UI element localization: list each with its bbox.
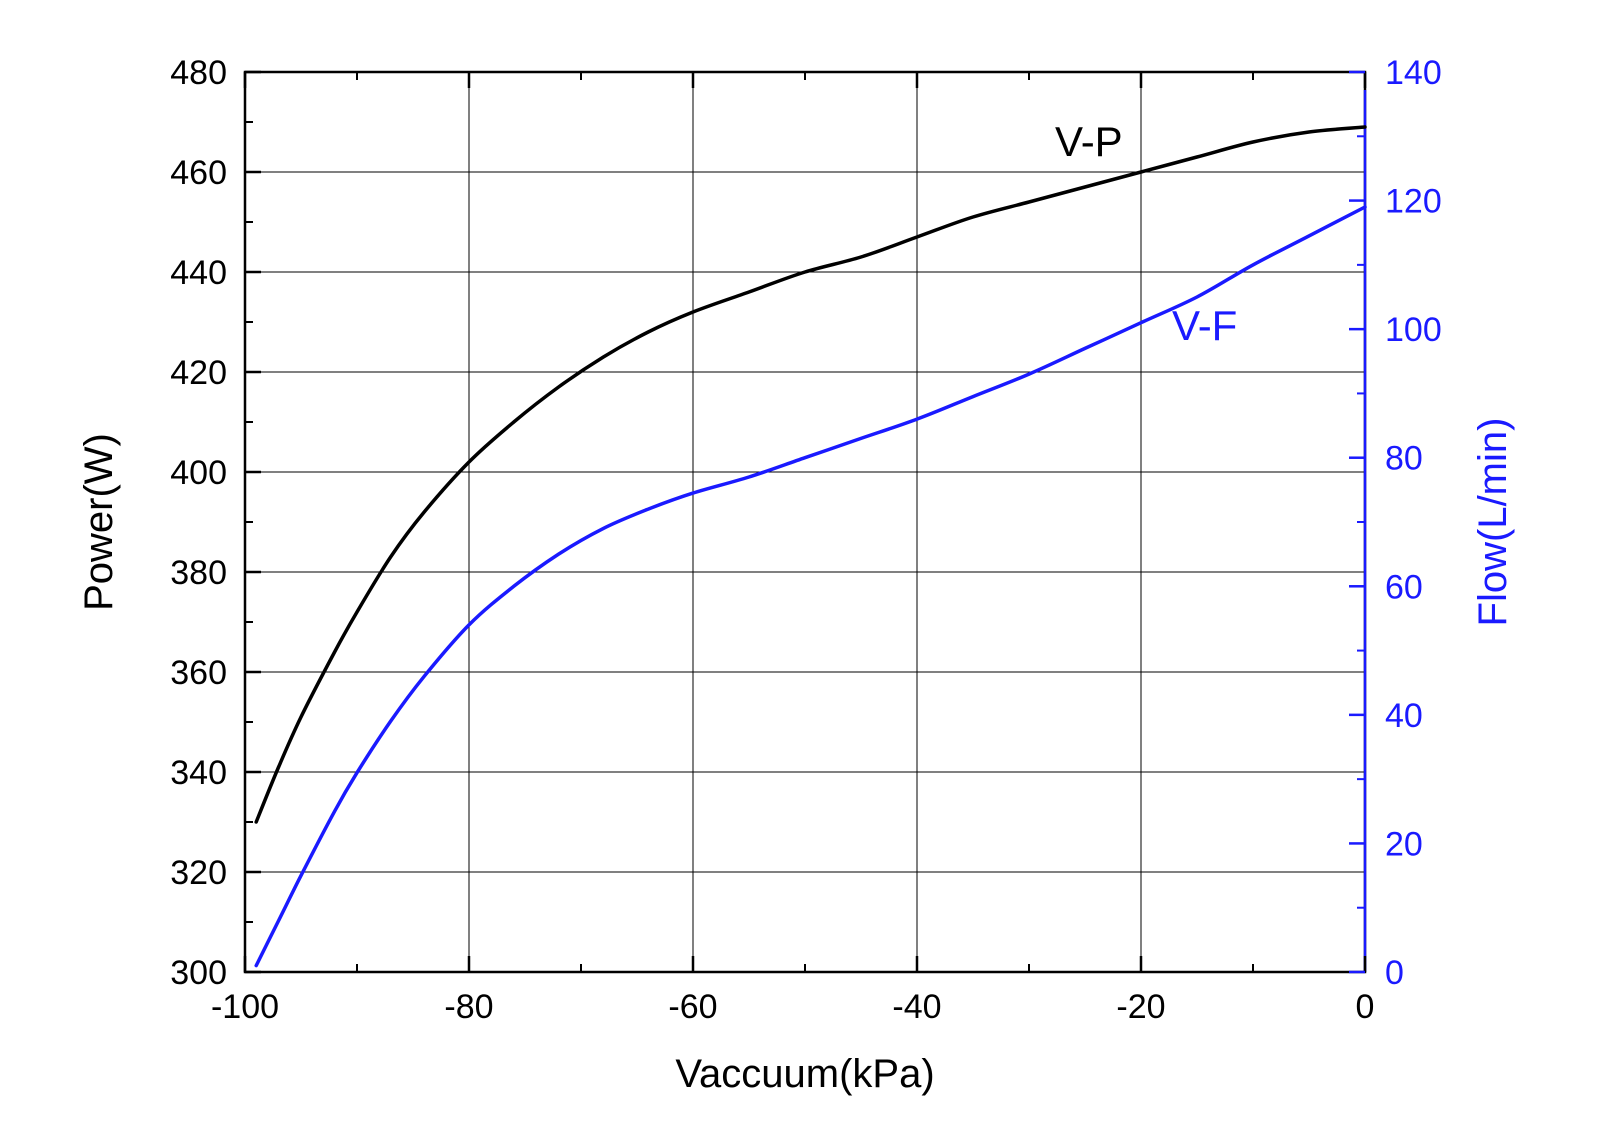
x-tick-label: -80	[444, 988, 493, 1026]
y2-tick-label: 40	[1385, 697, 1423, 735]
x-tick-label: -20	[1116, 988, 1165, 1026]
y-tick-label: 380	[170, 554, 227, 592]
y-tick-label: 440	[170, 254, 227, 292]
plot-frame	[243, 70, 1367, 974]
x-axis-title: Vaccuum(kPa)	[675, 1052, 934, 1096]
series-line-vf	[254, 205, 1367, 968]
y2-tick-label: 140	[1385, 54, 1442, 92]
grid	[245, 72, 1365, 972]
y-tick-label: 360	[170, 654, 227, 692]
y2-axis-title: Flow(L/min)	[1471, 418, 1515, 627]
y2-tick-label: 100	[1385, 311, 1442, 349]
series-label-vf: V-F	[1172, 302, 1237, 349]
y2-tick-label: 0	[1385, 954, 1404, 992]
ticks: -100 -80 -60 -40 -20 030032034036038040042044…	[170, 54, 1441, 1026]
y-tick-label: 300	[170, 954, 227, 992]
y2-tick-label: 120	[1385, 183, 1442, 221]
y-tick-label: 480	[170, 54, 227, 92]
y-tick-label: 320	[170, 854, 227, 892]
axes	[243, 70, 1367, 974]
x-tick-label: -100	[211, 988, 279, 1026]
x-tick-label: -60	[668, 988, 717, 1026]
y2-tick-label: 60	[1385, 568, 1423, 606]
y2-tick-label: 20	[1385, 825, 1423, 863]
series-line-vp	[254, 125, 1367, 824]
x-tick-label: 0	[1356, 988, 1375, 1026]
series-label-vp: V-P	[1055, 118, 1123, 165]
y-axis-title: Power(W)	[77, 433, 121, 611]
y2-tick-label: 80	[1385, 440, 1423, 478]
y-tick-label: 340	[170, 754, 227, 792]
y-tick-label: 420	[170, 354, 227, 392]
y-tick-label: 460	[170, 154, 227, 192]
y-tick-label: 400	[170, 454, 227, 492]
series	[254, 125, 1367, 968]
x-tick-label: -40	[892, 988, 941, 1026]
